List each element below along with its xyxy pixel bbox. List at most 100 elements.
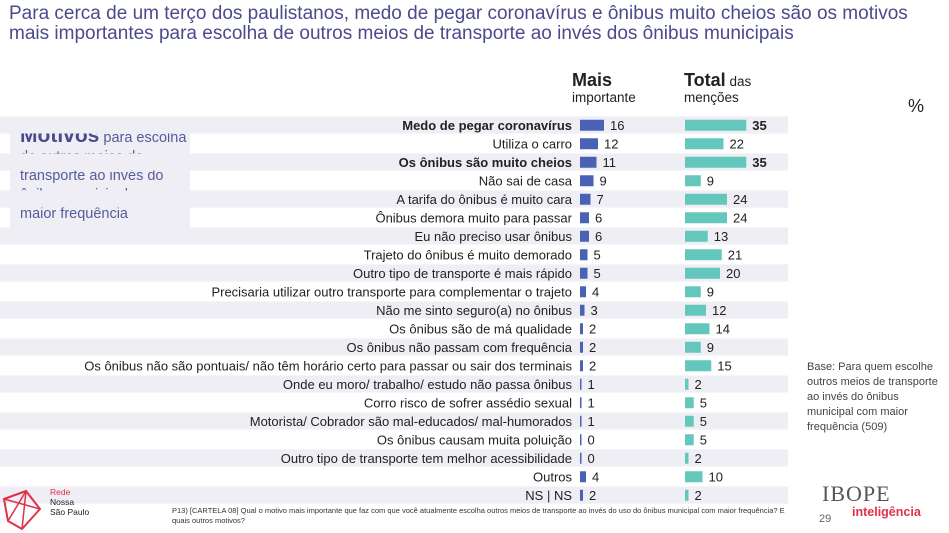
bar-mais-importante [580,415,582,427]
value-label-total: 20 [726,266,740,281]
col-header-mais: Mais importante [572,70,667,106]
footnote: P13) [CARTELA 08] Qual o motivo mais imp… [172,506,785,525]
category-label: Outro tipo de transporte tem melhor aces… [281,451,572,466]
bar-total-mencoes [685,249,722,261]
col-header-mais-rest: importante [572,90,636,105]
bar-mais-importante [580,286,586,298]
bar-total-mencoes [685,489,689,501]
value-label-total: 24 [733,192,747,207]
bar-mais-importante [580,471,586,483]
bar-mais-importante [580,175,594,187]
category-label: NS | NS [525,488,572,503]
bar-total-mencoes [685,286,701,298]
base-note: Base: Para quem escolhe outros meios de … [807,361,938,433]
category-label: A tarifa do ônibus é muito cara [396,192,572,207]
category-label: Onde eu moro/ trabalho/ estudo não passa… [283,377,573,392]
category-label: Os ônibus são de má qualidade [389,321,572,336]
bar-total-mencoes [685,304,706,316]
row-band [0,449,788,467]
value-label-mais: 7 [597,192,604,207]
bar-mais-importante [580,341,583,353]
bar-mais-importante [580,434,582,446]
value-label-total: 24 [733,210,747,225]
value-label-mais: 9 [600,173,607,188]
motivos-box-background [10,120,190,232]
value-label-mais: 4 [592,284,599,299]
value-label-mais: 6 [595,229,602,244]
value-label-total: 2 [695,451,702,466]
bar-total-mencoes [685,212,727,224]
value-label-total: 10 [709,469,723,484]
row-band [0,375,788,393]
bar-total-mencoes [685,230,708,242]
row-band [0,301,788,319]
row-band [0,486,788,504]
bar-mais-importante [580,212,589,224]
row-band [0,116,788,134]
value-label-total: 2 [695,377,702,392]
bar-mais-importante [580,119,604,131]
bar-mais-importante [580,489,583,501]
logo-sao-paulo: São Paulo [50,507,90,517]
bar-mais-importante [580,360,583,372]
category-label: Motorista/ Cobrador são mal-educados/ ma… [250,414,573,429]
col-header-total-rest1: das [729,74,752,89]
value-label-mais: 16 [610,118,624,133]
bar-total-mencoes [685,415,694,427]
category-label: Trajeto do ônibus é muito demorado [364,247,572,262]
rede-nossa-logo-text: Rede Nossa São Paulo [50,487,89,517]
category-label: Utiliza o carro [493,136,572,151]
value-label-mais: 6 [595,210,602,225]
category-label: Medo de pegar coronavírus [402,118,572,133]
bar-total-mencoes [685,360,712,372]
bar-total-mencoes [685,119,747,131]
category-label: Os ônibus não são pontuais/ não têm horá… [84,358,572,373]
category-label: Outro tipo de transporte é mais rápido [353,266,572,281]
page-number: 29 [819,513,832,525]
logo-rede: Rede [50,487,71,497]
row-band [0,264,788,282]
bar-mais-importante [580,193,591,205]
value-label-mais: 0 [588,451,595,466]
bar-total-mencoes [685,434,694,446]
col-header-total-strong: Total [684,70,726,90]
value-label-total: 9 [707,340,714,355]
value-label-mais: 11 [603,155,617,170]
category-label: Os ônibus não passam com frequência [347,340,573,355]
bar-total-mencoes [685,397,694,409]
category-label: Não me sinto seguro(a) no ônibus [376,303,572,318]
category-label: Os ônibus são muito cheios [399,155,572,170]
value-label-total: 9 [707,173,714,188]
bar-mais-importante [580,138,598,150]
col-header-mais-strong: Mais [572,70,613,90]
value-label-mais: 1 [588,395,595,410]
value-label-total: 15 [717,358,731,373]
value-label-mais: 12 [604,136,618,151]
row-band [0,153,788,171]
bar-total-mencoes [685,341,701,353]
value-label-total: 22 [730,136,744,151]
row-band [0,338,788,356]
bar-mais-importante [580,304,585,316]
bar-total-mencoes [685,138,724,150]
value-label-total: 12 [712,303,726,318]
value-label-mais: 1 [588,414,595,429]
value-label-mais: 0 [588,432,595,447]
bar-total-mencoes [685,175,701,187]
value-label-mais: 5 [594,266,601,281]
category-label: Não sai de casa [479,173,573,188]
bar-mais-importante [580,378,582,390]
bar-mais-importante [580,452,582,464]
value-label-mais: 2 [589,321,596,336]
value-label-total: 9 [707,284,714,299]
bar-total-mencoes [685,471,703,483]
category-label: Os ônibus causam muita poluição [377,432,572,447]
bar-mais-importante [580,230,589,242]
value-label-mais: 5 [594,247,601,262]
value-label-mais: 3 [591,303,598,318]
category-label: Ônibus demora muito para passar [375,210,572,225]
category-label: Eu não preciso usar ônibus [414,229,572,244]
category-label: Outros [533,469,573,484]
bar-total-mencoes [685,378,689,390]
